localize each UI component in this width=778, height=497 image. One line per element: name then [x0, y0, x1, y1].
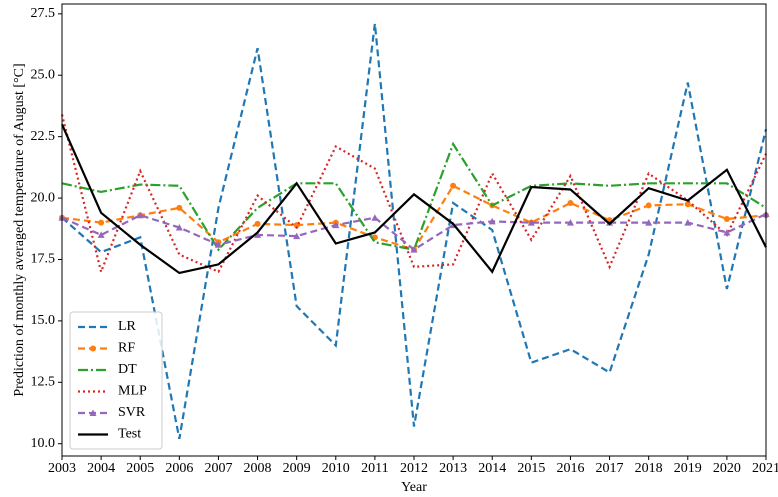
series-marker — [488, 217, 496, 225]
series-marker — [332, 221, 340, 229]
x-tick-label: 2003 — [48, 461, 76, 476]
series-marker — [98, 219, 105, 226]
x-tick-label: 2019 — [674, 461, 702, 476]
series-marker — [371, 214, 379, 221]
series-marker — [136, 211, 144, 219]
legend-marker — [90, 345, 96, 352]
x-tick-label: 2005 — [126, 461, 154, 476]
y-tick-label: 22.5 — [31, 129, 56, 144]
y-tick-label: 17.5 — [31, 252, 56, 267]
series-marker — [645, 219, 653, 226]
y-tick-label: 25.0 — [31, 67, 56, 82]
legend-label: SVR — [118, 405, 146, 420]
series-marker — [566, 219, 574, 226]
y-tick-label: 15.0 — [31, 313, 56, 328]
x-tick-label: 2004 — [87, 461, 115, 476]
x-tick-label: 2018 — [635, 461, 663, 476]
series-marker — [175, 224, 183, 231]
legend-label: DT — [118, 362, 137, 377]
legend-label: LR — [118, 319, 137, 334]
series-marker — [567, 199, 574, 206]
series-marker — [723, 228, 731, 236]
x-tick-label: 2014 — [478, 461, 506, 476]
plot-frame — [61, 3, 767, 457]
y-tick-label: 27.5 — [31, 6, 56, 21]
x-tick-label: 2020 — [713, 461, 741, 476]
series-marker — [527, 219, 535, 226]
x-tick-label: 2011 — [361, 461, 388, 476]
series-marker — [176, 204, 183, 211]
x-axis-label: Year — [401, 480, 427, 495]
x-tick-label: 2017 — [596, 461, 624, 476]
series-marker — [684, 201, 691, 208]
legend-label: Test — [118, 427, 141, 442]
x-tick-label: 2009 — [283, 461, 311, 476]
series-marker — [254, 231, 262, 238]
x-tick-label: 2021 — [752, 461, 778, 476]
legend-label: MLP — [118, 384, 147, 399]
series-marker — [645, 202, 652, 209]
series-marker — [97, 231, 105, 238]
x-tick-label: 2016 — [556, 461, 584, 476]
x-tick-label: 2015 — [517, 461, 545, 476]
series-marker — [214, 241, 222, 248]
series-marker — [254, 220, 261, 227]
series-line — [61, 141, 767, 252]
series-marker — [723, 215, 730, 222]
y-tick-label: 20.0 — [31, 190, 56, 205]
series-marker — [410, 246, 418, 253]
x-tick-label: 2007 — [204, 461, 232, 476]
y-tick-label: 12.5 — [31, 375, 56, 390]
series-line — [61, 23, 768, 440]
series-marker — [293, 232, 301, 240]
x-tick-label: 2013 — [439, 461, 467, 476]
x-tick-label: 2010 — [322, 461, 350, 476]
series-line — [60, 114, 767, 276]
legend-label: RF — [118, 341, 135, 356]
y-axis-label: Prediction of monthly averaged temperatu… — [12, 63, 27, 396]
x-tick-label: 2012 — [400, 461, 428, 476]
series-line — [60, 123, 767, 275]
x-tick-label: 2006 — [165, 461, 193, 476]
series-marker — [684, 219, 692, 226]
series-marker — [450, 182, 457, 189]
y-tick-label: 10.0 — [31, 436, 56, 451]
legend-box — [69, 311, 163, 450]
x-tick-label: 2008 — [244, 461, 272, 476]
legend-marker — [89, 409, 97, 416]
